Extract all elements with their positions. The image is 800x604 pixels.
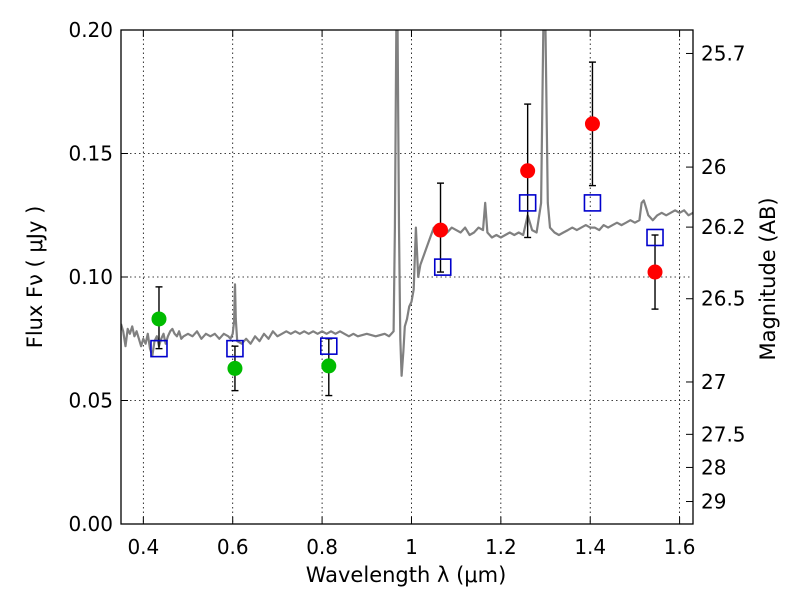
y-tick-label: 0.00	[68, 512, 113, 536]
y-tick-label: 0.15	[68, 142, 113, 166]
series-layer	[121, 30, 693, 377]
y-tick-label: 0.05	[68, 389, 113, 413]
model-spectrum-line	[121, 30, 693, 377]
red-data-point	[647, 264, 663, 280]
green-data-point	[227, 360, 243, 376]
grid-lines	[121, 30, 693, 524]
y-tick-label: 0.10	[68, 265, 113, 289]
x-tick-label: 0.6	[217, 535, 249, 559]
markers	[150, 116, 664, 376]
x-tick-label: 1.2	[485, 535, 517, 559]
x-axis-title: Wavelength λ (μm)	[306, 563, 507, 587]
y-axis-title: Flux Fν ( μJy )	[23, 206, 47, 349]
model-square-marker	[646, 228, 664, 247]
right-axis-title: Magnitude (AB)	[756, 197, 780, 360]
x-tick-label: 0.8	[306, 535, 338, 559]
model-square-marker	[433, 258, 452, 276]
right-tick-label: 26.5	[701, 287, 746, 311]
x-tick-label: 1.4	[574, 535, 606, 559]
green-data-point	[151, 311, 167, 327]
right-tick-label: 26	[701, 155, 726, 179]
right-tick-label: 27	[701, 370, 726, 394]
model-square-marker	[319, 337, 338, 355]
axis-ticks: 0.4 0.6 0.8 1 1.2 1.4 1.6 0.00 0.05 0.10 0.15 0.20 2…	[68, 18, 745, 559]
red-data-point	[584, 116, 600, 132]
model-square-marker	[583, 194, 602, 212]
right-tick-label: 28	[701, 455, 726, 479]
right-tick-label: 25.7	[701, 41, 746, 65]
model-square-marker	[226, 339, 244, 358]
red-data-point	[433, 222, 449, 238]
green-data-point	[321, 358, 337, 374]
right-tick-label: 27.5	[701, 422, 746, 446]
y-tick-label: 0.20	[68, 18, 113, 42]
model-square-marker	[518, 194, 537, 212]
x-tick-label: 1.6	[664, 535, 696, 559]
x-tick-label: 0.4	[127, 535, 159, 559]
right-tick-label: 29	[701, 490, 726, 514]
red-data-point	[520, 163, 536, 179]
right-tick-label: 26.2	[701, 215, 746, 239]
x-tick-label: 1	[405, 535, 418, 559]
model-square-marker	[150, 339, 168, 358]
